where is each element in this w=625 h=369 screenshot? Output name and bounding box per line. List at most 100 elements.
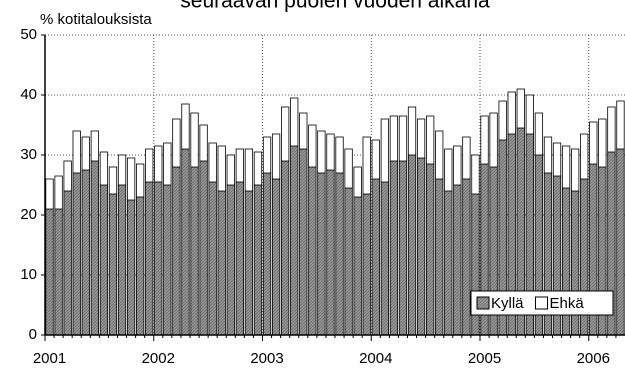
bar-segment xyxy=(117,154,127,186)
bar-segment xyxy=(462,178,471,336)
bar-segment xyxy=(271,133,281,180)
bar-segment xyxy=(226,154,235,186)
bar-segment xyxy=(45,208,54,336)
bar-segment xyxy=(226,184,235,336)
y-tick-label: 30 xyxy=(20,146,37,163)
bar-segment xyxy=(154,181,163,336)
bar-segment xyxy=(598,118,607,168)
legend-swatch xyxy=(535,296,549,310)
y-tick-label: 40 xyxy=(20,86,37,103)
y-tick-label: 50 xyxy=(20,26,37,43)
bar-segment xyxy=(580,133,589,180)
bar-segment xyxy=(208,181,217,336)
bar-segment xyxy=(561,145,571,189)
bar-segment xyxy=(199,124,208,162)
bar-segment xyxy=(126,157,136,201)
bar-segment xyxy=(154,145,163,183)
bar-segment xyxy=(190,166,199,336)
bar-segment xyxy=(571,148,580,192)
bar-segment xyxy=(99,151,109,186)
bar-segment xyxy=(416,118,426,159)
bar-segment xyxy=(99,184,109,336)
bar-segment xyxy=(217,190,226,336)
bar-segment xyxy=(299,148,308,336)
bar-segment xyxy=(444,148,453,192)
bar-segment xyxy=(552,142,562,177)
bar-segment xyxy=(607,106,616,153)
bar-segment xyxy=(181,103,190,150)
y-tick-label: 10 xyxy=(20,266,37,283)
x-tick-label: 2006 xyxy=(577,350,610,367)
y-axis-label: % kotitalouksista xyxy=(40,11,152,28)
x-tick-label: 2003 xyxy=(250,350,283,367)
bar-segment xyxy=(353,166,362,198)
bar-segment xyxy=(145,181,154,336)
x-tick-label: 2005 xyxy=(468,350,501,367)
bar-segment xyxy=(54,208,63,336)
bar-segment xyxy=(108,166,118,195)
bar-segment xyxy=(262,172,272,336)
bar-segment xyxy=(290,145,299,336)
bar-segment xyxy=(380,181,389,336)
bar-segment xyxy=(54,175,63,210)
bar-segment xyxy=(235,148,244,183)
bar-segment xyxy=(281,106,290,162)
bar-segment xyxy=(253,184,263,336)
bar-segment xyxy=(407,106,417,156)
bar-segment xyxy=(335,172,344,336)
bar-segment xyxy=(589,121,598,165)
bar-segment xyxy=(489,112,498,168)
y-tick-label: 20 xyxy=(20,206,37,223)
legend-label: Ehkä xyxy=(550,295,585,312)
bar-segment xyxy=(362,136,371,195)
bar-segment xyxy=(244,190,254,336)
bar-segment xyxy=(371,139,380,180)
bar-segment xyxy=(181,148,190,336)
bar-segment xyxy=(480,115,489,165)
bar-segment xyxy=(326,169,335,336)
bar-segment xyxy=(72,172,81,336)
bar-segment xyxy=(90,130,99,162)
bar-segment xyxy=(335,136,344,174)
bar-segment xyxy=(262,136,272,174)
x-tick-label: 2004 xyxy=(359,350,392,367)
bar-segment xyxy=(543,136,553,174)
bar-segment xyxy=(172,166,181,336)
bar-segment xyxy=(616,100,625,150)
bar-segment xyxy=(163,184,172,336)
bar-segment xyxy=(326,133,335,171)
bar-segment xyxy=(45,178,54,210)
bar-segment xyxy=(380,118,389,183)
bar-segment xyxy=(407,154,417,336)
bar-segment xyxy=(108,193,118,336)
bar-segment xyxy=(172,118,181,168)
bar-segment xyxy=(317,172,326,336)
x-tick-label: 2002 xyxy=(142,350,175,367)
bar-segment xyxy=(462,136,471,180)
bar-segment xyxy=(516,88,525,129)
bar-segment xyxy=(534,112,544,156)
bar-segment xyxy=(199,160,208,336)
bar-segment xyxy=(426,163,435,336)
bar-segment xyxy=(163,142,172,186)
bar-segment xyxy=(389,115,399,162)
bar-segment xyxy=(308,166,317,336)
bar-segment xyxy=(344,187,353,336)
y-tick-label: 0 xyxy=(29,326,37,343)
bar-segment xyxy=(145,148,154,183)
bar-segment xyxy=(244,148,254,192)
bar-segment xyxy=(117,184,127,336)
bar-segment xyxy=(217,145,226,192)
bar-segment xyxy=(416,157,426,336)
bar-segment xyxy=(63,160,72,192)
bar-segment xyxy=(235,181,244,336)
bar-segment xyxy=(136,163,145,198)
bar-segment xyxy=(444,190,453,336)
bar-segment xyxy=(398,160,408,336)
bar-segment xyxy=(362,193,371,336)
bar-segment xyxy=(126,199,136,336)
bar-segment xyxy=(81,136,90,171)
bar-segment xyxy=(308,124,317,168)
legend-label: Kyllä xyxy=(491,295,524,312)
